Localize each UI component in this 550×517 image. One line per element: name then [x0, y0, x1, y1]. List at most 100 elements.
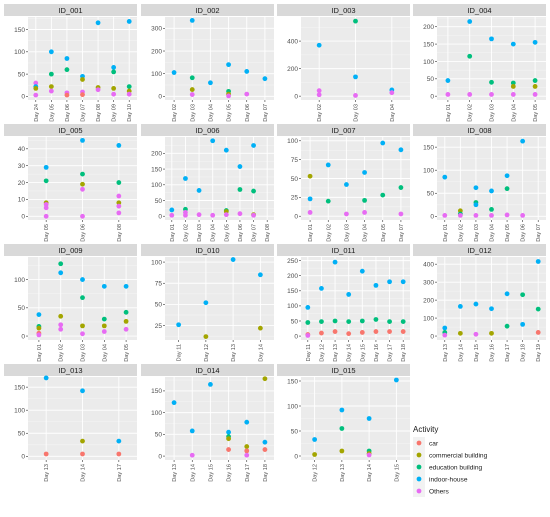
- tick-label-y: 200: [423, 24, 434, 31]
- data-point: [305, 320, 311, 325]
- tick-label-y: 50: [291, 428, 299, 435]
- tick-label-x: Day 16: [490, 344, 496, 362]
- tick-label-y: 200: [287, 66, 298, 73]
- data-point: [489, 330, 494, 336]
- data-point: [223, 147, 229, 153]
- tick-label-x: Day 05: [49, 104, 55, 122]
- data-point: [116, 203, 122, 209]
- tick-label-x: Day 15: [474, 344, 480, 362]
- tick-label-x: Day 06: [245, 104, 251, 122]
- facet-strip: [141, 4, 274, 16]
- data-point: [101, 283, 107, 289]
- data-point: [101, 329, 107, 334]
- tick-label-y: 75: [291, 157, 299, 164]
- legend-key: [416, 488, 422, 494]
- facet-strip: [277, 244, 410, 256]
- data-point: [366, 416, 372, 421]
- facet-strip: [413, 4, 546, 16]
- data-point: [126, 91, 132, 97]
- facet-title: ID_011: [332, 246, 356, 255]
- data-point: [101, 323, 107, 329]
- data-point: [442, 212, 448, 218]
- data-point: [226, 62, 231, 68]
- tick-label-y: 100: [151, 410, 162, 417]
- data-point: [230, 257, 236, 262]
- tick-label-y: 25: [291, 195, 299, 202]
- tick-label-y: 50: [18, 305, 26, 312]
- data-point: [116, 143, 122, 148]
- data-point: [80, 186, 85, 192]
- data-point: [48, 71, 54, 77]
- tick-label-x: Day 05: [44, 224, 50, 242]
- data-point: [532, 84, 538, 89]
- data-point: [80, 451, 85, 457]
- tick-label-x: Day 04: [208, 104, 214, 122]
- data-point: [43, 202, 49, 207]
- data-point: [244, 448, 250, 454]
- data-point: [359, 318, 365, 324]
- facet-title: ID_006: [195, 126, 219, 135]
- facet-panel-id_012: ID_012 0 100 200 300 400 Day 13 Day 14 Day 15 Day…: [413, 244, 546, 362]
- tick-label-y: 50: [155, 198, 163, 205]
- tick-label-y: 400: [423, 261, 434, 268]
- data-point: [489, 79, 494, 85]
- data-point: [36, 332, 42, 338]
- data-point: [332, 318, 338, 324]
- data-point: [176, 322, 182, 328]
- tick-label-x: Day 02: [326, 224, 332, 242]
- data-point: [43, 178, 49, 184]
- tick-label-x: Day 14: [347, 344, 353, 362]
- data-point: [203, 334, 209, 340]
- tick-label-x: Day 17: [505, 344, 511, 362]
- data-point: [467, 19, 473, 24]
- data-point: [400, 329, 406, 334]
- tick-label-x: Day 02: [317, 104, 323, 122]
- data-point: [387, 329, 392, 334]
- data-point: [532, 92, 538, 97]
- tick-label-x: Day 15: [394, 464, 400, 482]
- legend-label: car: [429, 441, 439, 448]
- tick-label-y: 200: [151, 151, 162, 158]
- plot-background: [165, 17, 274, 100]
- facet-strip: [277, 364, 410, 376]
- data-point: [33, 80, 39, 86]
- data-point: [244, 69, 250, 74]
- data-point: [393, 377, 399, 383]
- tick-label-x: Day 07: [263, 104, 269, 122]
- data-point: [244, 419, 250, 425]
- data-point: [316, 88, 322, 94]
- data-point: [346, 292, 352, 297]
- tick-label-y: 100: [423, 315, 434, 322]
- tick-label-x: Day 13: [333, 344, 339, 362]
- data-point: [58, 313, 64, 319]
- data-point: [339, 448, 345, 454]
- tick-label-x: Day 06: [65, 104, 71, 122]
- data-point: [126, 84, 132, 90]
- tick-label-y: 300: [151, 26, 162, 33]
- legend-label: indoor-house: [429, 477, 468, 484]
- data-point: [80, 438, 85, 444]
- data-point: [196, 212, 202, 218]
- facet-strip: [413, 244, 546, 256]
- data-point: [380, 192, 386, 198]
- data-point: [467, 53, 473, 59]
- data-point: [43, 205, 49, 211]
- data-point: [346, 319, 352, 324]
- data-point: [510, 92, 516, 97]
- data-point: [473, 301, 479, 307]
- data-point: [64, 56, 70, 61]
- tick-label-y: 0: [158, 453, 162, 460]
- data-point: [319, 319, 324, 324]
- tick-label-y: 100: [423, 168, 434, 175]
- data-point: [80, 277, 85, 282]
- data-point: [95, 20, 101, 26]
- facet-strip: [4, 124, 137, 136]
- data-point: [359, 268, 365, 274]
- data-point: [398, 147, 404, 153]
- tick-label-y: 50: [427, 76, 435, 83]
- facet-title: ID_015: [331, 366, 355, 375]
- legend-label: commercial building: [429, 453, 488, 460]
- data-point: [373, 282, 379, 288]
- data-point: [398, 185, 404, 190]
